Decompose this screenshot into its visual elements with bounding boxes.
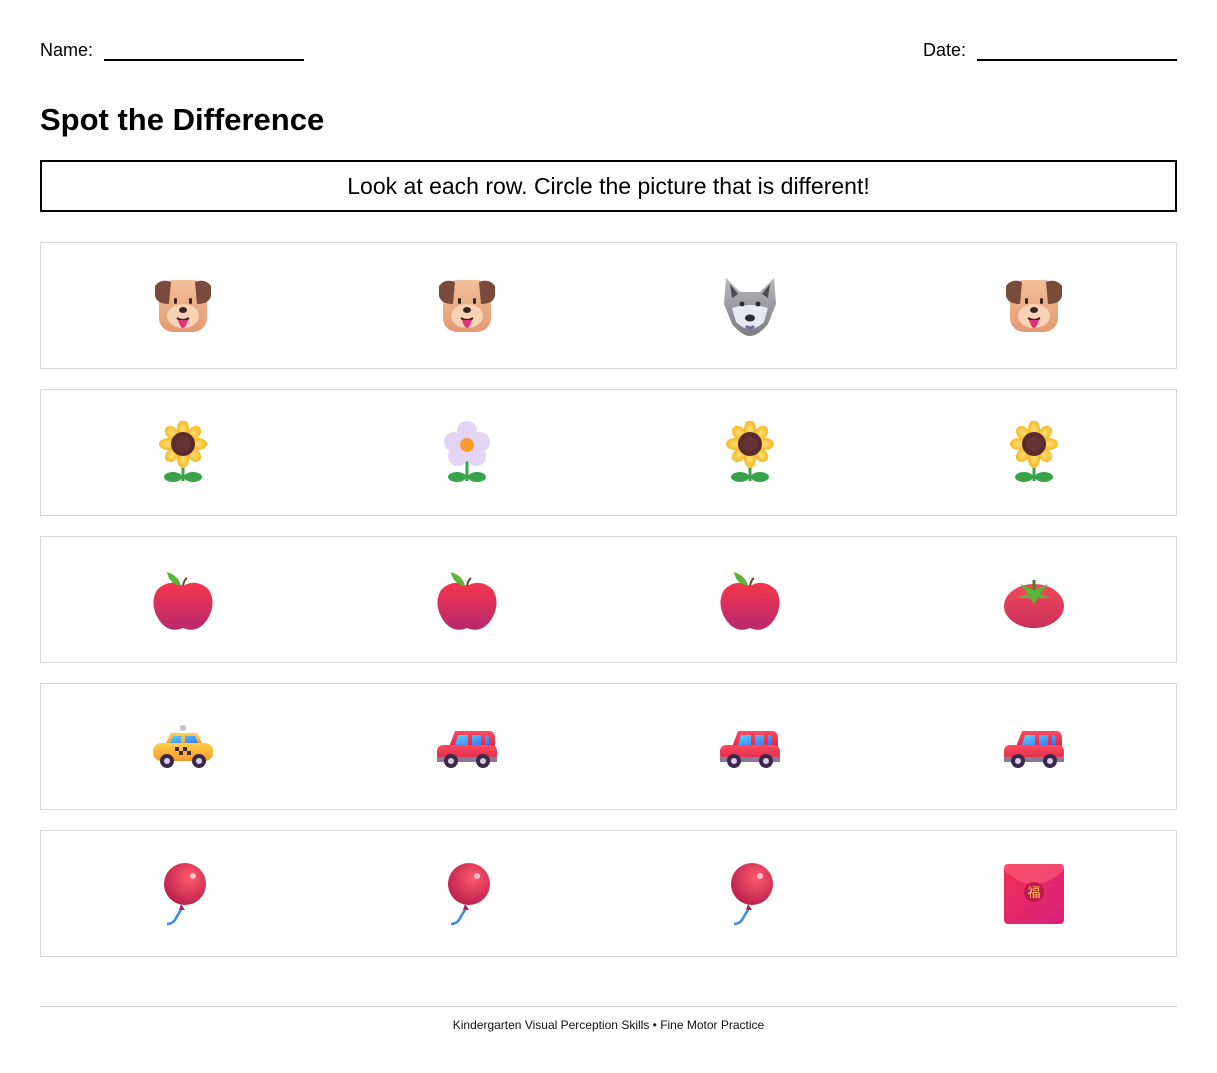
car-icon	[718, 715, 782, 779]
picture-cell[interactable]	[892, 715, 1176, 779]
picture-cell[interactable]	[609, 568, 893, 632]
instructions-box: Look at each row. Circle the picture tha…	[40, 160, 1177, 212]
dog-face-icon	[1002, 274, 1066, 338]
taxi-icon	[151, 715, 215, 779]
sunflower-icon	[151, 420, 215, 485]
balloon-icon	[718, 862, 782, 926]
balloon-icon	[151, 862, 215, 926]
header-row: Name: Date:	[40, 38, 1177, 64]
red-apple-icon	[718, 568, 782, 632]
picture-cell[interactable]: 福	[892, 862, 1176, 926]
wolf-face-icon	[718, 274, 782, 338]
picture-cell[interactable]	[325, 568, 609, 632]
picture-cell[interactable]	[609, 274, 893, 338]
car-icon	[1002, 715, 1066, 779]
picture-cell[interactable]	[41, 274, 325, 338]
svg-text:福: 福	[1028, 886, 1041, 901]
sunflower-icon	[718, 420, 782, 485]
page-title: Spot the Difference	[40, 102, 325, 137]
picture-cell[interactable]	[609, 862, 893, 926]
name-label: Name:	[40, 40, 94, 60]
picture-row	[40, 242, 1177, 369]
picture-cell[interactable]	[892, 420, 1176, 485]
picture-cell[interactable]	[892, 568, 1176, 632]
footer-text: Kindergarten Visual Perception Skills • …	[452, 1018, 765, 1032]
picture-cell[interactable]	[41, 715, 325, 779]
dog-face-icon	[151, 274, 215, 338]
picture-row	[40, 389, 1177, 516]
name-field: Name:	[40, 38, 305, 62]
picture-row	[40, 683, 1177, 810]
date-line	[977, 59, 1177, 61]
picture-cell[interactable]	[325, 715, 609, 779]
red-apple-icon	[151, 568, 215, 632]
picture-cell[interactable]	[325, 420, 609, 485]
dog-face-icon	[435, 274, 499, 338]
sunflower-icon	[1002, 420, 1066, 485]
car-icon	[435, 715, 499, 779]
picture-cell[interactable]	[892, 274, 1176, 338]
picture-cell[interactable]	[325, 862, 609, 926]
date-label: Date:	[922, 40, 966, 60]
picture-row	[40, 536, 1177, 663]
picture-cell[interactable]	[41, 568, 325, 632]
picture-row: 福	[40, 830, 1177, 957]
blossom-icon	[435, 420, 499, 485]
name-line	[104, 59, 305, 61]
date-field: Date:	[923, 38, 1177, 62]
picture-cell[interactable]	[41, 862, 325, 926]
picture-cell[interactable]	[41, 420, 325, 485]
red-envelope-icon: 福	[1002, 862, 1066, 926]
tomato-icon	[1002, 568, 1066, 632]
picture-cell[interactable]	[609, 420, 893, 485]
footer-divider	[40, 1006, 1177, 1007]
picture-cell[interactable]	[325, 274, 609, 338]
red-apple-icon	[435, 568, 499, 632]
picture-cell[interactable]	[609, 715, 893, 779]
balloon-icon	[435, 862, 499, 926]
rows-container: 福	[40, 242, 1177, 977]
